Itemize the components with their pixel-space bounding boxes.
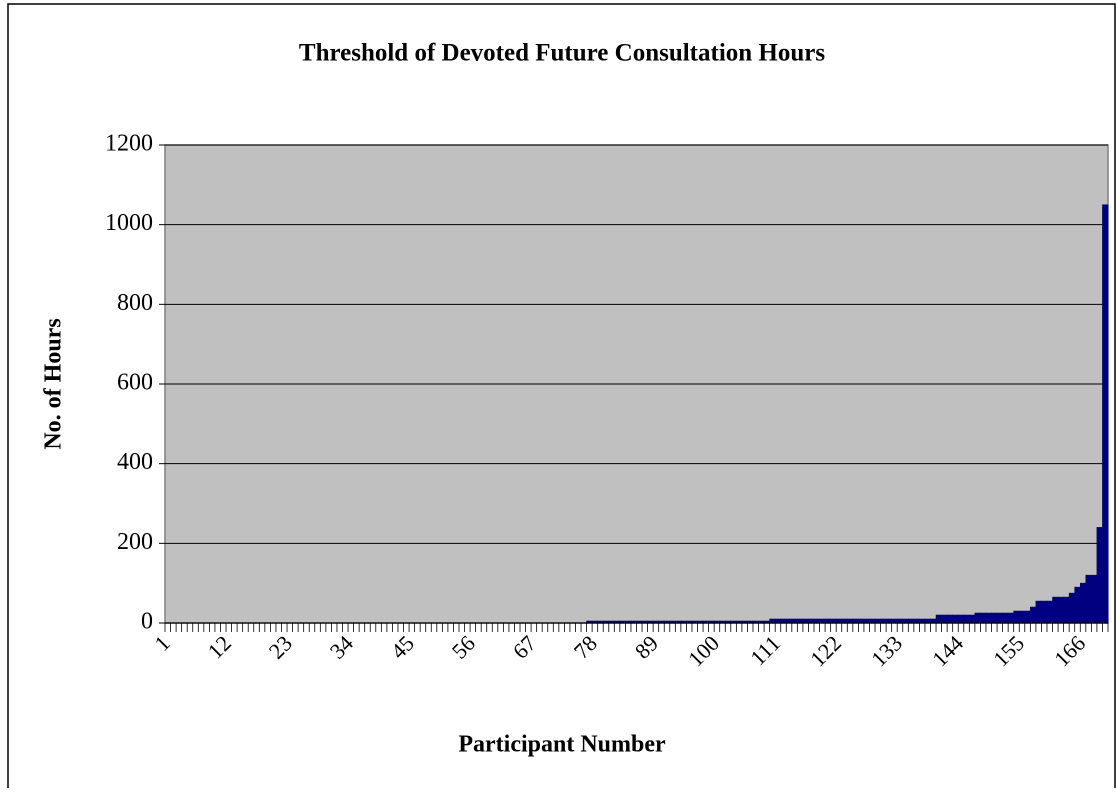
bar <box>1079 582 1087 624</box>
x-axis-title: Participant Number <box>458 732 666 758</box>
bar <box>1041 600 1048 624</box>
bar <box>1068 592 1076 624</box>
bar <box>1074 586 1081 624</box>
bar <box>935 614 942 624</box>
bar <box>1096 527 1103 624</box>
y-tick-label: 1200 <box>105 131 153 157</box>
y-tick-label: 1000 <box>105 210 153 236</box>
bar <box>1057 596 1064 624</box>
bar <box>1002 612 1009 624</box>
y-tick-label: 0 <box>141 609 153 635</box>
bar <box>1018 610 1026 624</box>
chart-title: Threshold of Devoted Future Consultation… <box>299 40 825 67</box>
bar <box>1030 606 1037 624</box>
bar <box>1013 610 1020 624</box>
y-tick-label: 600 <box>117 370 153 396</box>
bar <box>974 612 981 624</box>
y-tick-label: 200 <box>117 529 153 555</box>
bar <box>1063 596 1070 624</box>
bar <box>1007 612 1015 624</box>
y-axis-title: No. of Hours <box>41 318 67 449</box>
bar <box>963 614 970 624</box>
bar <box>980 612 987 624</box>
bar <box>1046 600 1053 624</box>
bar <box>941 614 948 624</box>
y-tick-label: 800 <box>117 290 153 316</box>
bar <box>1085 574 1092 624</box>
bar <box>996 612 1003 624</box>
bar <box>1035 600 1042 624</box>
bar <box>952 614 959 624</box>
bar <box>1024 610 1031 624</box>
bar <box>991 612 998 624</box>
bar <box>1102 204 1109 624</box>
bar <box>985 612 992 624</box>
bar <box>1052 596 1059 624</box>
bar <box>957 614 965 624</box>
bar <box>969 614 976 624</box>
bar <box>1091 574 1098 624</box>
bar <box>946 614 953 624</box>
y-tick-label: 400 <box>117 449 153 475</box>
